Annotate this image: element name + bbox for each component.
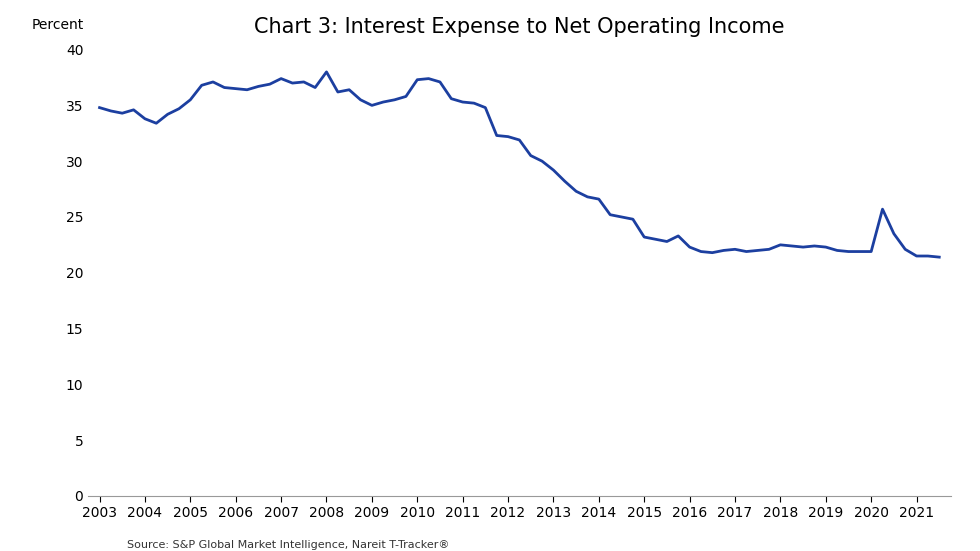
Text: Percent: Percent [31,18,84,32]
Text: Source: S&P Global Market Intelligence, Nareit T-Tracker®: Source: S&P Global Market Intelligence, … [127,540,450,550]
Title: Chart 3: Interest Expense to Net Operating Income: Chart 3: Interest Expense to Net Operati… [254,17,785,37]
